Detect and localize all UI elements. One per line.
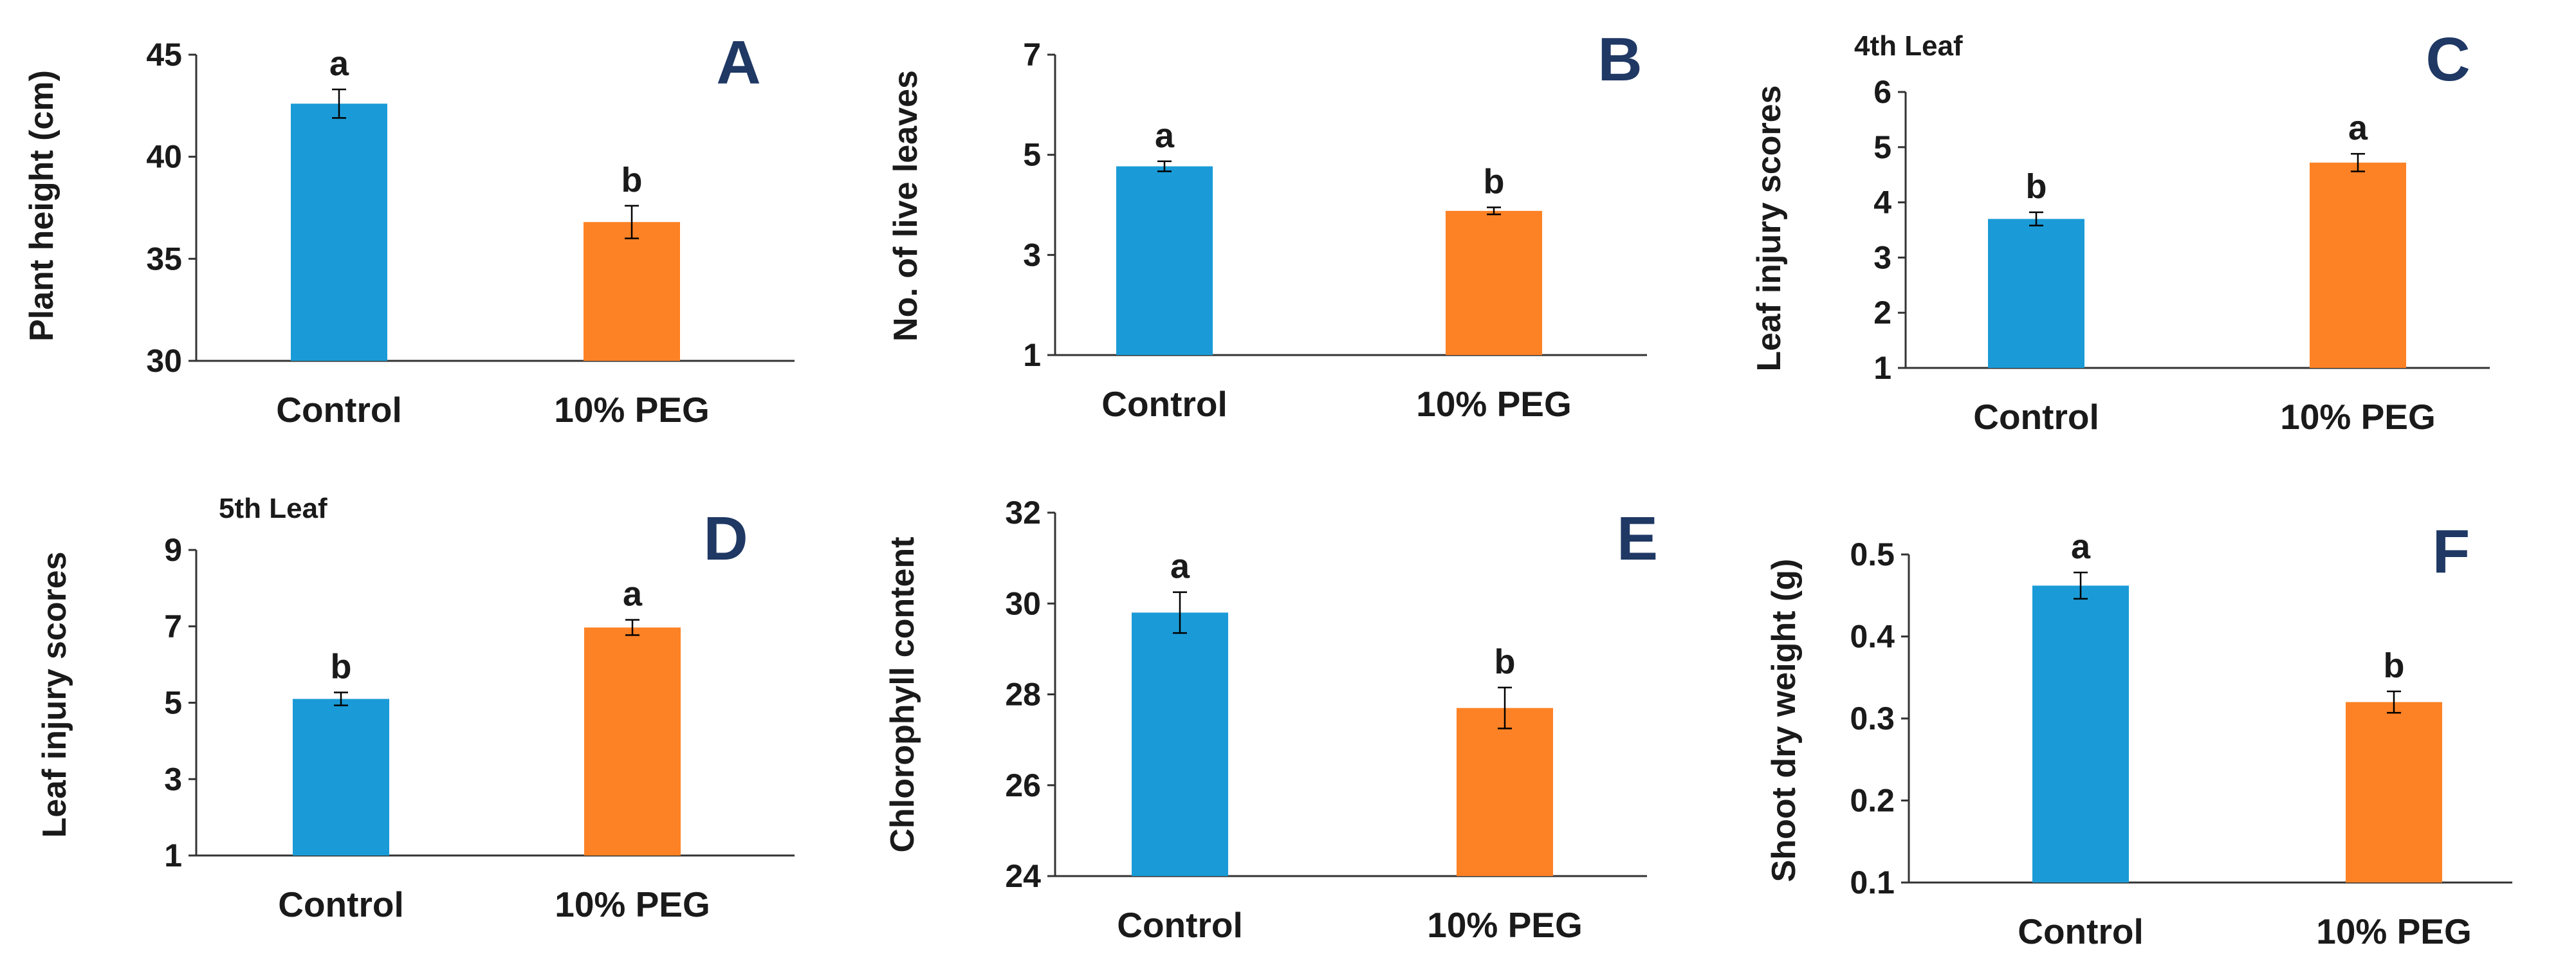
- y-tick-label: 26: [1005, 767, 1041, 803]
- panel-letter: D: [703, 504, 748, 573]
- category-label: 10% PEG: [554, 390, 710, 430]
- y-tick-label: 1: [1873, 350, 1891, 386]
- category-label: Control: [2018, 911, 2144, 951]
- bar-control: [2032, 585, 2129, 883]
- bar-peg: [1446, 210, 1542, 355]
- bar-peg: [584, 222, 680, 361]
- panel-letter: C: [2425, 25, 2470, 94]
- y-tick-label: 3: [1873, 239, 1891, 275]
- y-tick-label: 2: [1873, 295, 1891, 331]
- category-label: 10% PEG: [555, 884, 710, 924]
- y-axis-label: No. of live leaves: [887, 70, 925, 342]
- y-tick-label: 1: [164, 837, 182, 874]
- y-tick-label: 5: [164, 685, 182, 721]
- y-tick-label: 5: [1873, 129, 1891, 165]
- chart-panel-d: 1 3 5 7 9 Leaf injury scores b Control a 10% PEG 5…: [36, 493, 795, 924]
- panel-subtitle: 5th Leaf: [219, 493, 327, 524]
- y-tick-label: 45: [146, 37, 182, 73]
- bar-control: [1132, 612, 1228, 876]
- y-tick-label: 30: [1005, 585, 1041, 621]
- y-axis-label: Chlorophyll content: [884, 536, 921, 852]
- panel-letter: A: [716, 28, 760, 97]
- significance-letter: a: [1170, 547, 1190, 586]
- y-tick-label: 40: [146, 139, 182, 175]
- y-tick-label: 24: [1005, 858, 1041, 894]
- significance-letter: a: [2348, 109, 2368, 147]
- chart-panel-f: 0.1 0.2 0.3 0.4 0.5 Shoot dry weight (g) a Cont…: [1765, 517, 2512, 951]
- y-tick-label: 28: [1005, 677, 1041, 713]
- y-tick-label: 32: [1005, 495, 1041, 531]
- panel-letter: E: [1617, 504, 1658, 573]
- y-axis-label: Leaf injury scores: [36, 551, 73, 837]
- significance-letter: b: [621, 161, 643, 199]
- y-tick-label: 3: [1023, 237, 1041, 273]
- bar-control: [291, 104, 387, 361]
- category-label: Control: [278, 884, 404, 924]
- panel-letter: F: [2433, 517, 2470, 586]
- y-axis-label: Shoot dry weight (g): [1765, 559, 1803, 883]
- y-tick-label: 0.5: [1850, 536, 1895, 572]
- y-tick-label: 7: [164, 608, 182, 645]
- bar-peg: [584, 627, 681, 855]
- y-tick-label: 6: [1873, 74, 1891, 110]
- y-tick-label: 0.4: [1850, 619, 1895, 655]
- y-axis-label: Plant height (cm): [23, 70, 60, 342]
- y-tick-label: 30: [146, 343, 182, 379]
- bar-peg: [2346, 702, 2442, 883]
- y-tick-label: 3: [164, 761, 182, 797]
- chart-panel-e: 24 26 28 30 32 Chlorophyll content a Control b 10…: [884, 495, 1658, 945]
- chart-panel-a: 30 35 40 45 Plant height (cm) a Control b 10% PE…: [23, 28, 795, 430]
- chart-panel-c: 1 2 3 4 5 6 Leaf injury scores b Control a 10% PEG…: [1751, 25, 2490, 437]
- significance-letter: a: [623, 575, 643, 614]
- chart-panel-b: 1 3 5 7 No. of live leaves a Control b 10% PEG B: [887, 25, 1647, 424]
- significance-letter: b: [331, 647, 352, 686]
- y-tick-label: 9: [164, 532, 182, 568]
- y-tick-label: 35: [146, 241, 182, 277]
- panel-letter: B: [1597, 25, 1642, 94]
- category-label: 10% PEG: [2280, 397, 2436, 437]
- category-label: Control: [1101, 384, 1228, 424]
- y-tick-label: 1: [1023, 337, 1041, 373]
- category-label: Control: [276, 390, 402, 430]
- y-tick-label: 0.2: [1850, 783, 1895, 819]
- significance-letter: b: [1495, 643, 1516, 681]
- significance-letter: a: [2071, 527, 2091, 566]
- category-label: Control: [1973, 397, 2099, 437]
- bar-control: [1116, 166, 1213, 355]
- bar-peg: [1457, 708, 1553, 876]
- bar-control: [293, 699, 389, 855]
- significance-letter: a: [329, 44, 349, 83]
- significance-letter: b: [2384, 646, 2405, 685]
- significance-letter: b: [2026, 167, 2047, 206]
- panel-subtitle: 4th Leaf: [1854, 30, 1963, 62]
- category-label: 10% PEG: [1427, 905, 1583, 945]
- y-tick-label: 4: [1873, 185, 1891, 221]
- category-label: Control: [1117, 905, 1243, 945]
- significance-letter: a: [1155, 116, 1175, 155]
- y-tick-label: 5: [1023, 137, 1041, 173]
- y-axis-label: Leaf injury scores: [1751, 85, 1788, 371]
- y-tick-label: 0.3: [1850, 700, 1895, 737]
- bar-control: [1988, 219, 2084, 368]
- category-label: 10% PEG: [1416, 384, 1572, 424]
- y-tick-label: 7: [1023, 37, 1041, 73]
- significance-letter: b: [1484, 162, 1505, 201]
- bar-peg: [2310, 162, 2406, 368]
- y-tick-label: 0.1: [1850, 865, 1895, 901]
- category-label: 10% PEG: [2316, 911, 2472, 951]
